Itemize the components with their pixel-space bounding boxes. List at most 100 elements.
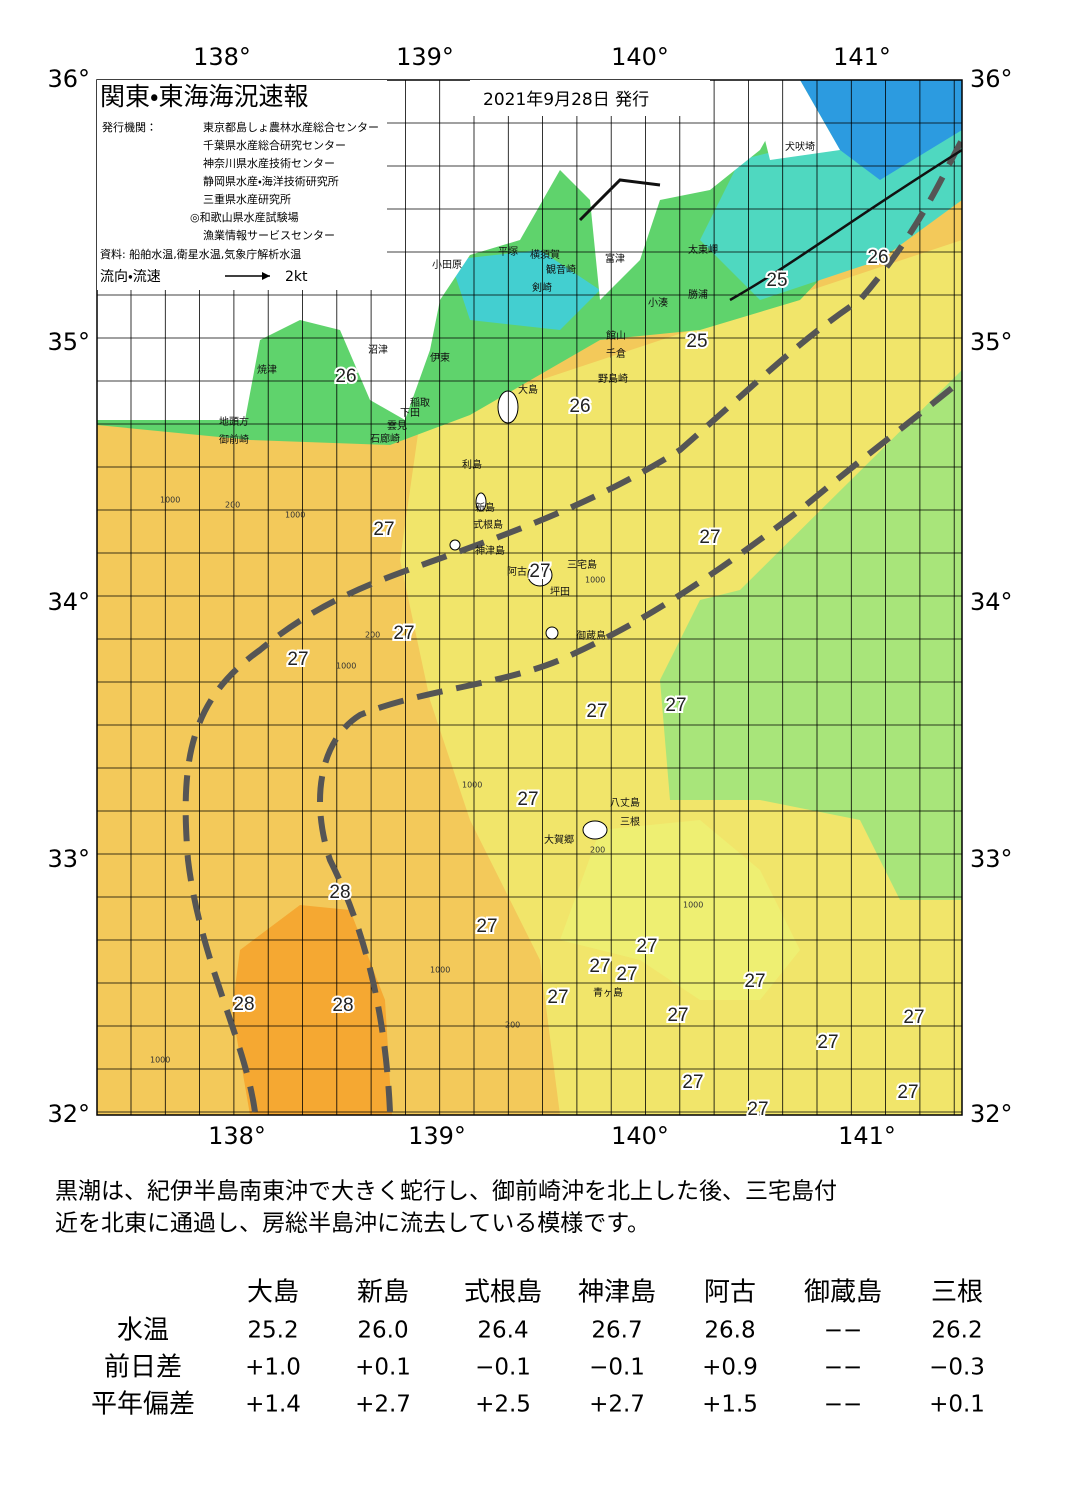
place-name: 太東岬: [688, 243, 718, 256]
table-cell: +1.5: [702, 1392, 758, 1418]
temperature-label: 26: [335, 366, 356, 387]
issuer: ◎和歌山県水産試験場: [190, 210, 299, 224]
table-cell: 25.2: [247, 1318, 298, 1344]
place-name: 青ヶ島: [593, 986, 623, 999]
issuer: 千葉県水産総合研究センター: [203, 138, 346, 152]
place-name: 勝浦: [688, 288, 708, 301]
lat-label: 32°: [970, 1100, 1013, 1128]
issuer: 静岡県水産・海洋技術研究所: [203, 174, 339, 188]
table-cell: −−: [824, 1318, 863, 1344]
table-cell: 26.0: [357, 1318, 408, 1344]
place-name: 三根: [620, 815, 640, 828]
legend-arrow-head: [262, 272, 270, 280]
place-name: 平塚: [498, 246, 518, 258]
table-header: 式根島: [464, 1278, 542, 1308]
issuer: 漁業情報サービスセンター: [203, 228, 335, 242]
place-name: 式根島: [473, 518, 503, 531]
lat-label: 36°: [970, 65, 1013, 93]
island: [527, 563, 553, 587]
temperature-label: 26: [569, 396, 590, 417]
contour-label: 200: [590, 846, 605, 855]
contour-label: 1000: [585, 576, 605, 585]
table-header: 御蔵島: [804, 1278, 882, 1308]
table-header: 阿古: [704, 1278, 756, 1308]
contour-label: 200: [225, 501, 240, 510]
row-label: 前日差: [104, 1353, 182, 1383]
cool-water: [660, 370, 962, 900]
place-name: 石廊崎: [370, 432, 400, 445]
temperature-label: 27: [699, 527, 720, 548]
table-cell: +0.1: [929, 1392, 985, 1418]
table-cell: −0.1: [475, 1355, 531, 1381]
place-name: 富津: [605, 252, 625, 265]
table-cell: 26.4: [477, 1318, 528, 1344]
place-name: 御蔵島: [576, 629, 606, 642]
temperature-label: 27: [517, 789, 538, 810]
temperature-label: 25: [766, 270, 787, 291]
place-name: 伊東: [430, 351, 450, 364]
table-cell: 26.2: [931, 1318, 982, 1344]
place-name: 観音崎: [546, 263, 576, 276]
table-cell: −0.3: [929, 1355, 985, 1381]
issuer-label: 発行機関：: [102, 120, 157, 134]
lon-label: 138°: [208, 1122, 266, 1150]
temperature-label: 27: [636, 936, 657, 957]
contour-label: 1000: [160, 496, 180, 505]
temperature-label: 27: [547, 987, 568, 1008]
source: 資料: 船舶水温,衛星水温,気象庁解析水温: [100, 247, 301, 261]
row-label: 平年偏差: [91, 1390, 195, 1420]
temperature-label: 27: [744, 971, 765, 992]
row-label: 水温: [117, 1316, 169, 1346]
lat-label: 33°: [970, 845, 1013, 873]
issuer: 神奈川県水産技術センター: [203, 156, 335, 170]
place-name: 千倉: [606, 348, 626, 360]
place-name: 八丈島: [610, 796, 640, 809]
temperature-label: 27: [373, 519, 394, 540]
lon-label: 140°: [611, 43, 669, 71]
lat-label: 34°: [970, 588, 1013, 616]
temperature-label: 27: [616, 964, 637, 985]
place-name: 御前崎: [219, 433, 249, 446]
temperature-label: 27: [529, 561, 550, 582]
table-cell: +1.4: [245, 1392, 301, 1418]
island: [475, 492, 487, 512]
table-cell: 26.7: [591, 1318, 642, 1344]
contour-label: 1000: [462, 781, 482, 790]
lon-label: 139°: [408, 1122, 466, 1150]
legend-label: 流向・流速: [100, 269, 161, 285]
table-cell: −−: [824, 1355, 863, 1381]
table-cell: +0.1: [355, 1355, 411, 1381]
temperature-label: 27: [589, 956, 610, 977]
place-name: 雲見: [387, 420, 407, 432]
table-cell: +1.0: [245, 1355, 301, 1381]
table-cell: −−: [824, 1392, 863, 1418]
lat-label: 33°: [47, 845, 90, 873]
contour-label: 1000: [336, 662, 356, 671]
place-name: 利島: [462, 458, 482, 471]
temperature-label: 25: [686, 331, 707, 352]
lat-label: 32°: [47, 1100, 90, 1128]
island: [582, 820, 608, 840]
temperature-label: 27: [393, 623, 414, 644]
place-name: 地頭方: [219, 415, 249, 428]
front-line: [729, 148, 962, 302]
temperature-label: 27: [682, 1072, 703, 1093]
place-name: 野島崎: [598, 372, 628, 385]
table-cell: +2.5: [475, 1392, 531, 1418]
place-name: 坪田: [550, 585, 570, 598]
temperature-label: 27: [903, 1007, 924, 1028]
description-line: 黒潮は、紀伊半島南東沖で大きく蛇行し、御前崎沖を北上した後、三宅島付: [55, 1179, 837, 1205]
lon-label: 139°: [396, 43, 454, 71]
temperature-label: 27: [586, 701, 607, 722]
place-name: 下田: [400, 408, 420, 419]
front-line: [578, 178, 661, 222]
table-header: 新島: [357, 1278, 409, 1308]
table-header: 三根: [931, 1278, 983, 1308]
kuroshio-axis: [182, 138, 962, 1113]
sea-temperature-fill: [97, 80, 962, 1115]
temperature-label: 27: [897, 1082, 918, 1103]
place-name: 館山: [606, 329, 626, 342]
temperature-label: 27: [817, 1032, 838, 1053]
lat-label: 35°: [970, 328, 1013, 356]
